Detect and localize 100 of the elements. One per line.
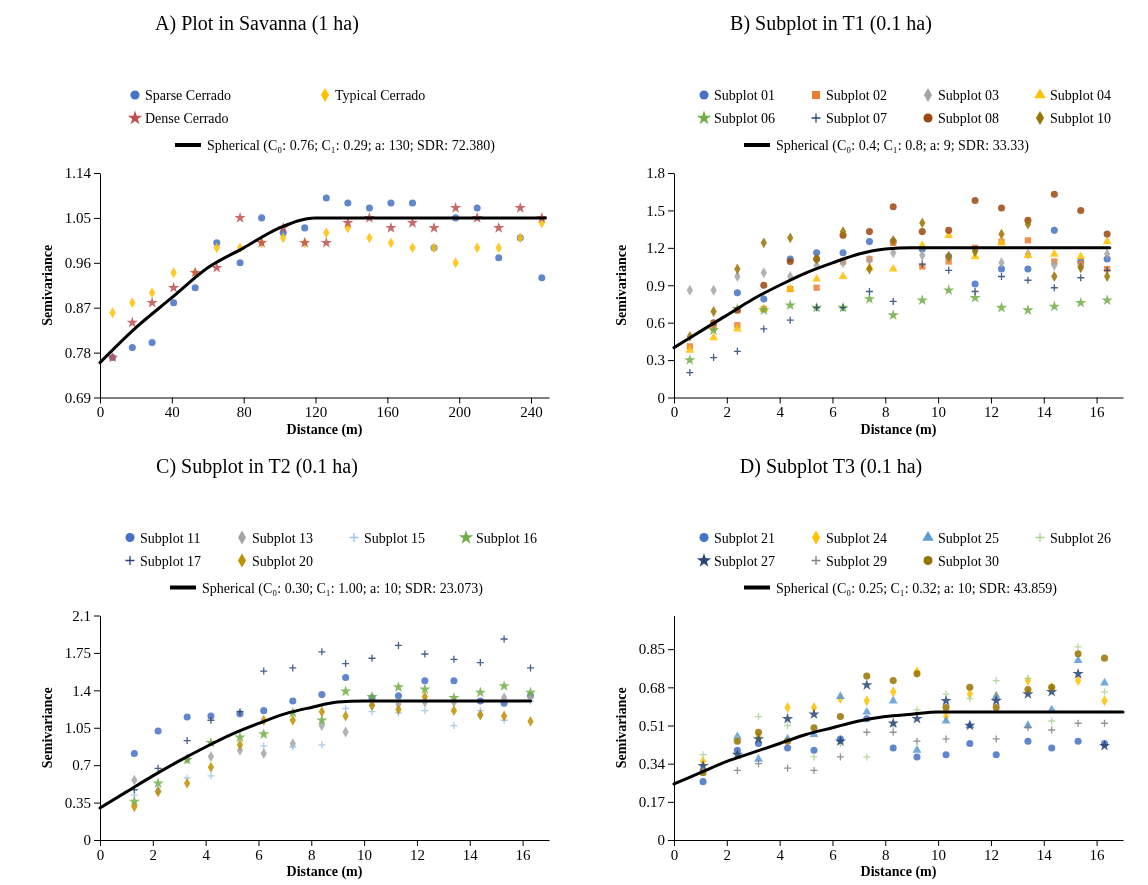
y-tick-label: 1.05: [64, 210, 91, 227]
legend-label: Subplot 27: [714, 553, 776, 569]
x-tick-label: 8: [882, 404, 890, 421]
x-tick-label: 16: [1089, 404, 1106, 421]
legend-label: Subplot 25: [938, 530, 1000, 546]
legend-label: Subplot 15: [364, 530, 426, 546]
x-tick-label: 0: [96, 404, 105, 421]
x-tick-label: 2: [723, 846, 732, 863]
legend-label: Subplot 08: [938, 111, 1000, 126]
y-tick-label: 1.05: [64, 720, 91, 737]
x-axis-title: Distance (m): [286, 864, 363, 880]
x-tick-label: 6: [255, 846, 264, 863]
y-tick-label: 0.78: [64, 344, 91, 361]
x-tick-label: 10: [931, 404, 947, 421]
y-tick-label: 0.9: [646, 277, 665, 294]
x-tick-label: 200: [448, 404, 471, 421]
y-tick-label: 0.85: [638, 641, 665, 658]
x-tick-label: 0: [670, 846, 679, 863]
x-tick-label: 120: [304, 404, 328, 421]
legend-label: Sparse Cerrado: [145, 88, 231, 103]
x-tick-label: 16: [1089, 846, 1106, 863]
x-tick-label: 16: [515, 846, 532, 863]
chart-title: A) Plot in Savanna (1 ha): [155, 12, 359, 35]
legend-label: Typical Cerrado: [335, 88, 426, 103]
legend-label: Subplot 02: [826, 88, 888, 103]
legend-label: Subplot 30: [938, 553, 1000, 569]
y-tick-label: 1.75: [64, 645, 91, 662]
x-tick-label: 160: [376, 404, 400, 421]
legend-label: Subplot 21: [714, 530, 776, 546]
legend-label: Subplot 06: [714, 111, 776, 126]
x-tick-label: 14: [462, 846, 479, 863]
legend-label: Subplot 03: [938, 88, 1000, 103]
y-tick-label: 0.96: [64, 255, 92, 272]
x-axis-title: Distance (m): [860, 421, 937, 438]
x-tick-label: 40: [164, 404, 180, 421]
chart-title: B) Subplot in T1 (0.1 ha): [730, 12, 932, 35]
legend-label: Subplot 11: [140, 530, 201, 546]
x-tick-label: 4: [776, 404, 785, 421]
y-tick-label: 0.6: [646, 314, 666, 331]
legend-label: Subplot 24: [826, 530, 888, 546]
legend-label: Subplot 16: [476, 530, 538, 546]
y-axis-title: Semivariance: [40, 687, 55, 769]
y-tick-label: 1.14: [64, 165, 92, 182]
legend-label: Dense Cerrado: [145, 111, 229, 126]
x-axis-title: Distance (m): [286, 421, 363, 438]
legend-label: Spherical (C₀: 0.30; C₁: 1.00; a: 10; SDR: 23.073): [202, 580, 484, 597]
y-tick-label: 0.7: [72, 757, 92, 774]
y-tick-label: 0: [83, 832, 91, 849]
x-tick-label: 2: [149, 846, 158, 863]
x-tick-label: 6: [829, 404, 838, 421]
y-tick-label: 1.4: [72, 682, 92, 699]
x-tick-label: 4: [776, 846, 785, 863]
legend-label: Subplot 10: [1050, 111, 1112, 126]
legend-label: Subplot 13: [252, 530, 314, 546]
x-tick-label: 2: [723, 404, 732, 421]
y-tick-label: 0.17: [638, 794, 666, 811]
x-tick-label: 8: [308, 846, 316, 863]
x-tick-label: 12: [409, 846, 425, 863]
legend-label: Subplot 20: [252, 553, 314, 569]
x-tick-label: 0: [96, 846, 105, 863]
chart-title: C) Subplot in T2 (0.1 ha): [156, 454, 358, 478]
y-tick-label: 1.2: [646, 240, 665, 257]
legend-label: Subplot 01: [714, 88, 776, 103]
legend-label: Subplot 04: [1050, 88, 1112, 103]
y-tick-label: 0.69: [64, 389, 91, 406]
y-tick-label: 0.68: [638, 679, 665, 696]
x-tick-label: 8: [882, 846, 890, 863]
x-tick-label: 80: [236, 404, 252, 421]
y-tick-label: 1.5: [646, 202, 665, 219]
legend-label: Spherical (C₀: 0.4; C₁: 0.8; a: 9; SDR: 33.33): [776, 138, 1030, 154]
x-tick-label: 240: [520, 404, 543, 421]
chart-title: D) Subplot T3 (0.1 ha): [739, 454, 923, 478]
legend-label: Subplot 29: [826, 553, 888, 569]
x-tick-label: 14: [1036, 846, 1053, 863]
y-axis-title: Semivariance: [614, 687, 629, 769]
x-tick-label: 6: [829, 846, 838, 863]
y-tick-label: 0.34: [638, 755, 666, 772]
y-tick-label: 0: [657, 389, 665, 406]
legend-label: Spherical (C₀: 0.25; C₁: 0.32; a: 10; SDR: 43.859): [776, 580, 1058, 597]
x-tick-label: 4: [202, 846, 211, 863]
x-tick-label: 14: [1036, 404, 1053, 421]
y-tick-label: 2.1: [72, 607, 91, 624]
x-tick-label: 0: [670, 404, 679, 421]
y-tick-label: 0.87: [64, 300, 92, 316]
x-tick-label: 10: [357, 846, 373, 863]
x-tick-label: 12: [983, 404, 999, 421]
legend-label: Spherical (C₀: 0.76; C₁: 0.29; a: 130; SDR: 72.380): [207, 138, 496, 154]
y-tick-label: 1.8: [646, 165, 665, 182]
x-tick-label: 10: [931, 846, 947, 863]
y-axis-title: Semivariance: [614, 244, 629, 326]
legend-label: Subplot 26: [1050, 530, 1112, 546]
legend-label: Subplot 17: [140, 553, 202, 569]
x-tick-label: 12: [983, 846, 999, 863]
x-axis-title: Distance (m): [860, 864, 937, 880]
legend-label: Subplot 07: [826, 111, 888, 126]
y-tick-label: 0.3: [646, 352, 665, 369]
y-axis-title: Semivariance: [40, 244, 55, 326]
y-tick-label: 0: [657, 832, 665, 849]
y-tick-label: 0.51: [638, 717, 665, 734]
y-tick-label: 0.35: [64, 794, 91, 811]
